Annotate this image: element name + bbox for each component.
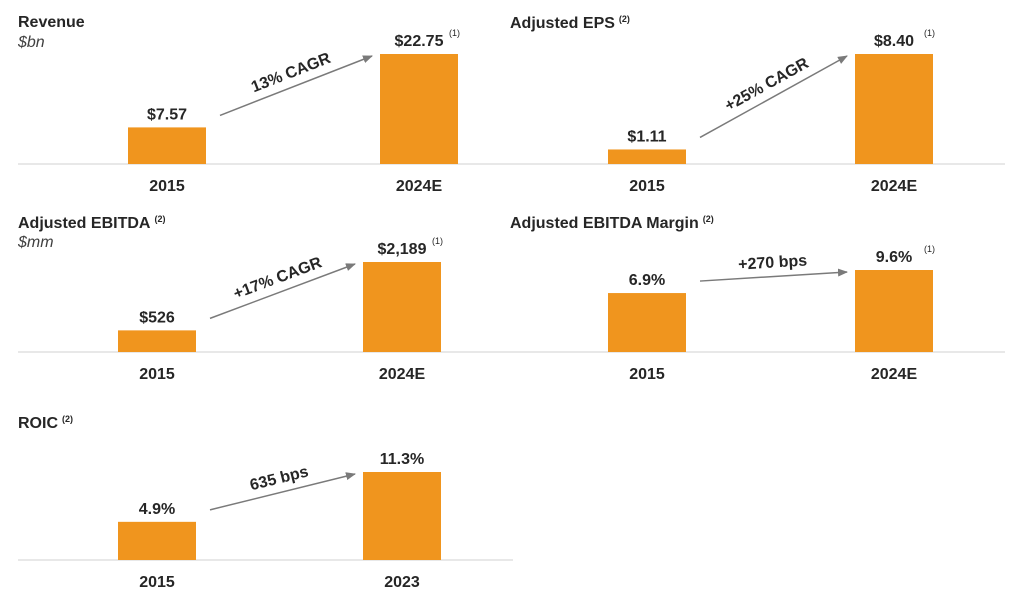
- growth-annotation: +25% CAGR: [722, 55, 812, 115]
- growth-arrow: [209, 472, 356, 511]
- growth-arrow: [699, 55, 848, 139]
- bar-chart: $7.57 2015 $22.75 (1) 2024E 13% CAGR: [18, 28, 513, 195]
- bar: [118, 330, 196, 352]
- x-tick-label: 2024E: [379, 366, 426, 383]
- growth-annotation: +17% CAGR: [231, 254, 324, 303]
- bar-chart: $1.11 2015 $8.40 (1) 2024E +25% CAGR: [510, 28, 1005, 195]
- bar-chart: $526 2015 $2,189 (1) 2024E +17% CAGR: [18, 236, 513, 383]
- x-tick-label: 2015: [629, 178, 665, 195]
- bar: [128, 127, 206, 164]
- x-tick-label: 2023: [384, 574, 420, 591]
- growth-annotation: 13% CAGR: [249, 50, 333, 96]
- bar: [363, 472, 441, 560]
- growth-annotation: 635 bps: [248, 463, 310, 494]
- bar-chart: 6.9% 2015 9.6% (1) 2024E +270 bps: [510, 244, 1005, 383]
- chart-title-footnote: (2): [618, 14, 630, 24]
- data-label: 6.9%: [629, 272, 665, 289]
- data-label: $7.57: [147, 106, 187, 123]
- bar: [855, 270, 933, 352]
- chart-title: Adjusted EBITDA (2): [18, 214, 165, 233]
- x-tick-label: 2024E: [396, 178, 443, 195]
- x-tick-label: 2015: [629, 366, 665, 383]
- chart-panel: Adjusted EBITDA (2) $mm $526 2015 $2,189 (1) 20…: [18, 214, 523, 389]
- bar: [118, 521, 196, 560]
- x-tick-label: 2015: [139, 366, 175, 383]
- data-label-footnote: (1): [449, 28, 460, 38]
- data-label: $8.40: [874, 33, 914, 50]
- data-label: $2,189: [378, 241, 427, 258]
- x-tick-label: 2024E: [871, 366, 918, 383]
- x-tick-label: 2015: [139, 574, 175, 591]
- bar-chart: 4.9% 2015 11.3% 2023 635 bps: [18, 451, 513, 591]
- bar: [608, 293, 686, 352]
- growth-annotation: +270 bps: [738, 252, 808, 273]
- chart-panel: Adjusted EBITDA Margin (2) 6.9% 2015 9.6% (1)…: [510, 214, 1015, 389]
- bar: [855, 54, 933, 164]
- data-label: 11.3%: [380, 451, 424, 468]
- x-tick-label: 2024E: [871, 178, 918, 195]
- chart-title-text: Adjusted EBITDA: [18, 215, 151, 232]
- chart-title-text: Adjusted EBITDA Margin: [510, 215, 699, 232]
- chart-panel: Revenue $bn $7.57 2015 $22.75 (1) 2024E 13% CAG…: [18, 14, 523, 195]
- data-label: 4.9%: [139, 501, 175, 518]
- chart-title: ROIC (2): [18, 414, 73, 433]
- chart-unit: $bn: [18, 34, 45, 51]
- data-label: 9.6%: [876, 249, 912, 266]
- chart-title: Adjusted EPS (2): [510, 14, 630, 33]
- chart-title-footnote: (2): [154, 214, 166, 224]
- chart-title: Revenue: [18, 14, 85, 32]
- chart-title-footnote: (2): [702, 214, 714, 224]
- data-label-footnote: (1): [924, 244, 935, 254]
- chart-unit: $mm: [18, 234, 54, 251]
- data-label: $1.11: [627, 128, 666, 145]
- chart-title: Adjusted EBITDA Margin (2): [510, 214, 714, 233]
- bar: [380, 54, 458, 164]
- growth-arrow: [699, 268, 848, 282]
- data-label-footnote: (1): [432, 236, 443, 246]
- growth-arrow: [219, 55, 373, 117]
- chart-panel: Adjusted EPS (2) $1.11 2015 $8.40 (1) 2024E +25…: [510, 14, 1015, 195]
- bar: [363, 262, 441, 352]
- chart-title-text: ROIC: [18, 415, 58, 432]
- chart-panel: ROIC (2) 4.9% 2015 11.3% 2023 635 bps: [18, 414, 523, 604]
- chart-title-footnote: (2): [62, 414, 73, 424]
- chart-title-text: Adjusted EPS: [510, 15, 615, 32]
- data-label-footnote: (1): [924, 28, 935, 38]
- data-label: $526: [139, 309, 175, 326]
- chart-title-text: Revenue: [18, 14, 85, 31]
- bar: [608, 149, 686, 164]
- growth-arrow: [209, 263, 356, 320]
- x-tick-label: 2015: [149, 178, 185, 195]
- data-label: $22.75: [395, 33, 444, 50]
